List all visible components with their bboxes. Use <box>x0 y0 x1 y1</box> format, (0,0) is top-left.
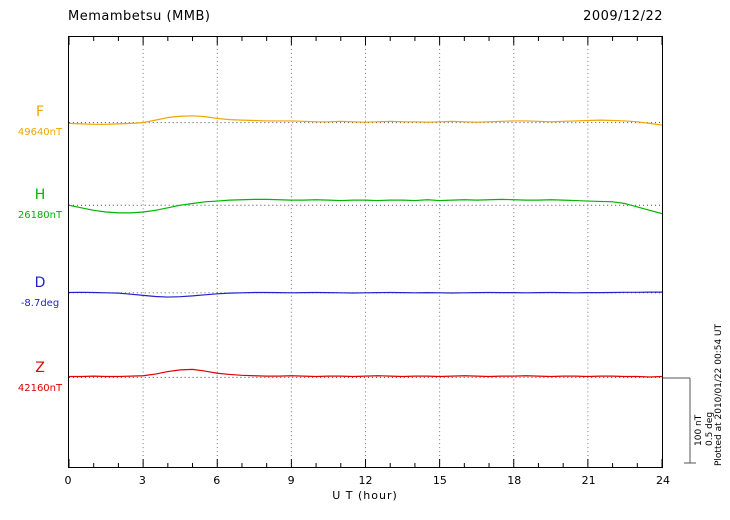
scale-bar-label-nt: 100 nT <box>694 414 704 446</box>
chart-date: 2009/12/22 <box>583 9 663 24</box>
plot-canvas <box>69 37 662 467</box>
x-tick-label: 21 <box>581 474 596 487</box>
series-label-F: F <box>35 104 45 120</box>
trace-H <box>69 198 662 215</box>
x-tick-label: 24 <box>656 474 670 487</box>
x-tick-label: 12 <box>358 474 373 487</box>
x-tick-label: 15 <box>432 474 447 487</box>
trace-F <box>69 115 662 126</box>
series-label-D: D <box>34 275 46 291</box>
scale-bar-labels: 100 nT 0.5 deg <box>694 412 716 446</box>
chart-title: Memambetsu (MMB) <box>68 9 211 24</box>
x-axis-title: U T (hour) <box>332 489 398 502</box>
x-tick-label: 3 <box>138 474 146 487</box>
x-tick-label: 18 <box>507 474 522 487</box>
plot-area <box>68 36 663 468</box>
series-label-Z: Z <box>35 360 45 376</box>
plotted-at-label: Plotted at 2010/01/22 00:54 UT <box>714 323 724 466</box>
x-tick-label: 0 <box>64 474 72 487</box>
series-value-H: 26180nT <box>17 210 63 221</box>
scale-bar <box>663 377 696 464</box>
trace-D <box>69 291 662 298</box>
series-value-F: 49640nT <box>17 127 63 138</box>
x-tick-label: 6 <box>213 474 221 487</box>
trace-Z <box>69 368 662 378</box>
series-value-Z: 42160nT <box>17 383 63 394</box>
series-value-D: -8.7deg <box>20 298 60 309</box>
x-tick-label: 9 <box>287 474 295 487</box>
series-label-H: H <box>34 187 46 203</box>
